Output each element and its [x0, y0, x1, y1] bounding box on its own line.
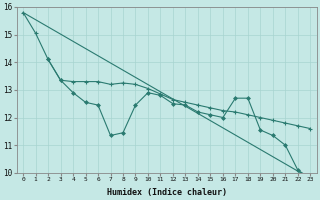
X-axis label: Humidex (Indice chaleur): Humidex (Indice chaleur) [107, 188, 227, 197]
